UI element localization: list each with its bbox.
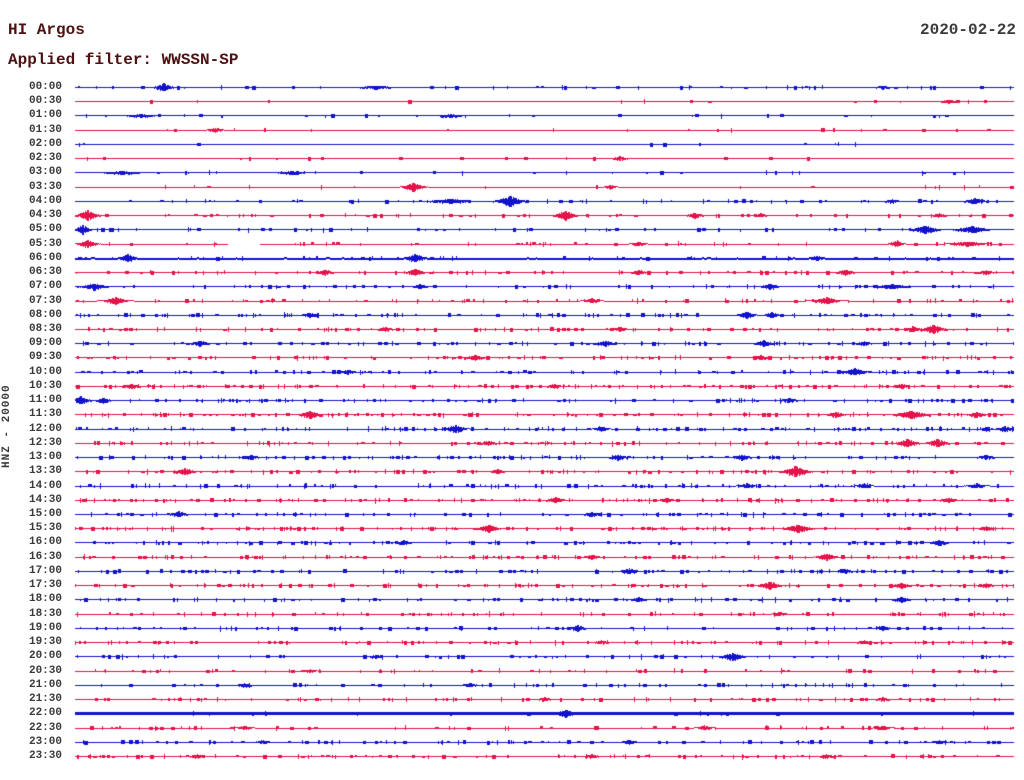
helicorder-traces[interactable]	[0, 0, 1024, 780]
helicorder-page: HI Argos 2020-02-22 Applied filter: WWSS…	[0, 0, 1024, 780]
